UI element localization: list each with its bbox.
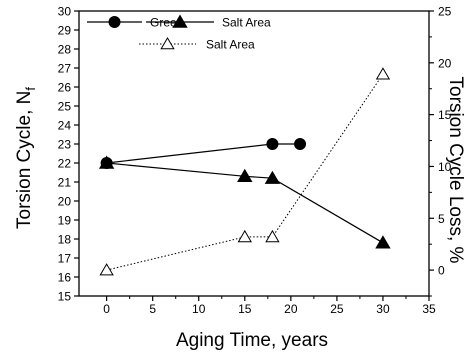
y-left-tick-label: 24 [58, 119, 72, 133]
y-right-tick-label: 25 [438, 5, 452, 19]
legend-marker [160, 37, 175, 50]
x-tick-label: 30 [376, 302, 390, 316]
y-left-tick-label: 25 [58, 100, 72, 114]
data-point [375, 235, 391, 249]
y-axis-left-title-main: Torsion Cycle, N [14, 91, 35, 229]
y-axis-left-title: Torsion Cycle, Nf [14, 87, 38, 229]
y-right-tick-label: 20 [438, 56, 452, 70]
y-left-tick-label: 21 [58, 176, 72, 190]
x-tick-label: 35 [422, 302, 436, 316]
data-point [237, 168, 253, 182]
x-tick-label: 25 [330, 302, 344, 316]
y-left-tick-label: 26 [58, 81, 72, 95]
y-left-tick-label: 15 [58, 290, 72, 304]
y-left-tick-label: 27 [58, 62, 72, 76]
plot-frame [78, 10, 430, 297]
x-tick-label: 0 [103, 302, 110, 316]
y-left-tick-label: 28 [58, 43, 72, 57]
data-point [99, 263, 114, 276]
legend-label: Salt Area [206, 38, 255, 52]
y-left-tick-label: 18 [58, 233, 72, 247]
data-point [98, 155, 115, 169]
data-point [237, 229, 252, 243]
y-axis-right-title: Torsion Cycle Loss, % [445, 77, 466, 264]
x-tick-label: 15 [238, 302, 252, 316]
series-line [106, 73, 384, 271]
data-point [265, 229, 280, 243]
y-right-tick-label: 0 [438, 264, 445, 278]
y-left-tick-label: 29 [58, 24, 72, 38]
y-axis-left-title-subscript: f [23, 87, 38, 91]
y-left-tick-label: 17 [58, 252, 72, 266]
y-left-tick-label: 23 [58, 138, 72, 152]
y-left-tick-label: 30 [58, 5, 72, 19]
y-right-tick-label: 15 [438, 108, 452, 122]
y-left-tick-label: 20 [58, 195, 72, 209]
y-left-tick-label: 22 [58, 157, 72, 171]
legend-marker [108, 16, 121, 28]
x-tick-label: 10 [192, 302, 206, 316]
series-line [106, 162, 384, 244]
x-tick-label: 5 [149, 302, 156, 316]
series-3 [99, 67, 391, 276]
legend-item-2: Salt Area [146, 14, 271, 30]
series-2 [98, 155, 391, 249]
legend-item-3: Salt Area [139, 37, 255, 52]
y-right-tick-label: 5 [438, 212, 445, 226]
legend-marker [172, 14, 188, 28]
series-1 [100, 138, 307, 169]
x-tick-label: 20 [284, 302, 298, 316]
data-point [294, 138, 307, 150]
data-point [375, 67, 391, 80]
x-axis-title: Aging Time, years [176, 330, 328, 351]
y-left-tick-label: 16 [58, 271, 72, 285]
data-point [266, 138, 279, 150]
legend-label: Salt Area [222, 16, 271, 30]
plot-border [78, 10, 430, 297]
series-layer [98, 67, 391, 276]
y-left-tick-label: 19 [58, 214, 72, 228]
axis-ticks: 0 5 10 15 20 25 30 35 15 16 17 18 19 20 21 22 23 24 25 26 27… [58, 5, 452, 317]
y-right-tick-label: 10 [438, 160, 452, 174]
data-point [264, 170, 281, 184]
